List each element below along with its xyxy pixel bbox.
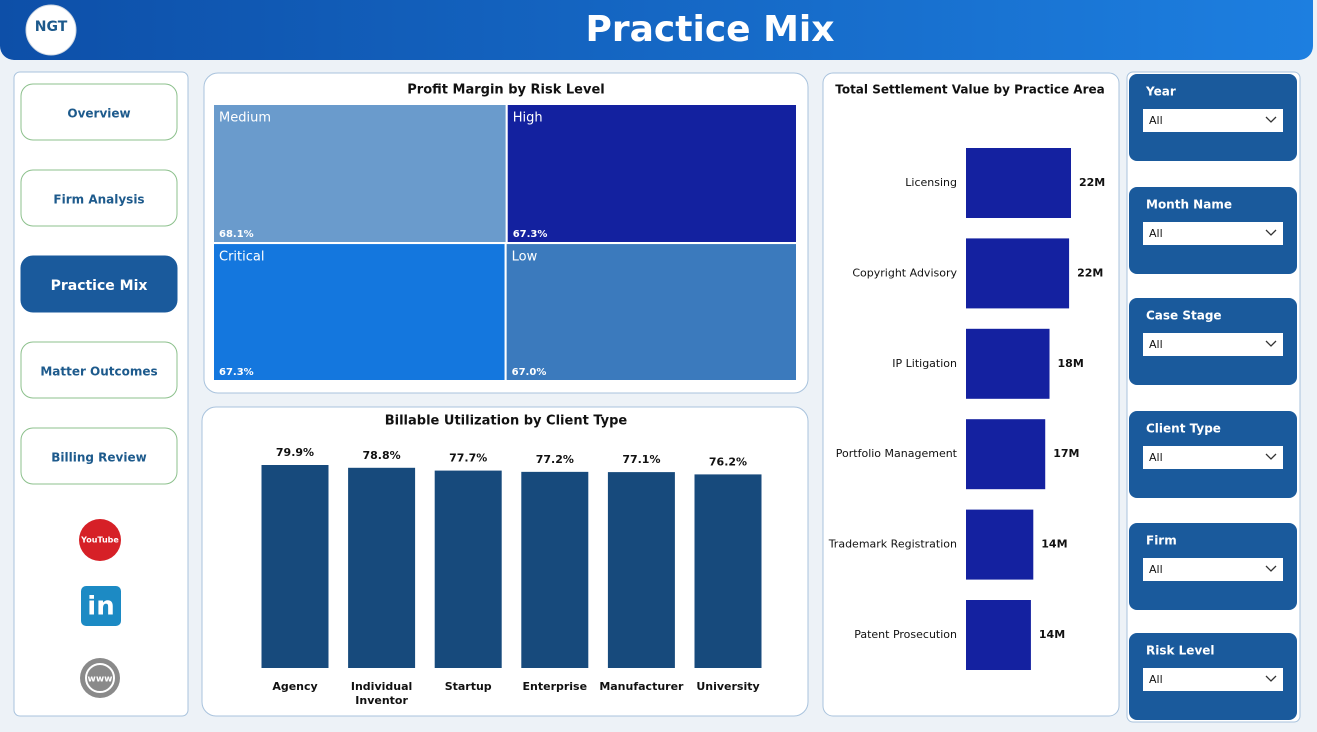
- cell-value: 67.3%: [219, 367, 254, 378]
- treemap-cell: [212, 103, 508, 245]
- bar: [348, 467, 416, 668]
- treemap-cell: [212, 242, 507, 382]
- filter-value[interactable]: All: [1149, 563, 1163, 576]
- nav-label[interactable]: Practice Mix: [51, 278, 148, 294]
- bar-value: 22M: [1079, 176, 1105, 189]
- nav-button[interactable]: [20, 83, 178, 141]
- filter-panel: [1126, 71, 1301, 723]
- filter-value[interactable]: All: [1149, 338, 1163, 351]
- filter-dropdown[interactable]: [1143, 333, 1283, 356]
- y-tick-label: Portfolio Management: [836, 447, 958, 460]
- header-bar: [0, 0, 1313, 60]
- bar: [434, 470, 502, 668]
- bar: [966, 328, 1050, 399]
- filter-value[interactable]: All: [1149, 451, 1163, 464]
- y-tick-label: Patent Prosecution: [854, 628, 957, 641]
- web-icon-inner[interactable]: [85, 663, 115, 693]
- nav-label[interactable]: Billing Review: [51, 451, 146, 465]
- nav-label[interactable]: Firm Analysis: [53, 193, 144, 207]
- linkedin-icon[interactable]: [81, 586, 121, 626]
- bar: [521, 471, 589, 668]
- dropdown-chevron[interactable]: [1265, 675, 1277, 682]
- filter-dropdown[interactable]: [1143, 222, 1283, 245]
- page-title: Practice Mix: [586, 9, 835, 50]
- bar: [966, 509, 1034, 580]
- filter-value[interactable]: All: [1149, 673, 1163, 686]
- bar-value: 76.2%: [709, 455, 747, 468]
- youtube-text[interactable]: YouTube: [80, 536, 119, 545]
- x-tick-label: Individual Inventor: [351, 680, 412, 707]
- filter-dropdown[interactable]: [1143, 109, 1283, 132]
- chart-title: Total Settlement Value by Practice Area: [835, 83, 1105, 97]
- logo-text: NGT: [35, 19, 68, 35]
- treemap-cell: [505, 103, 798, 245]
- y-tick-label: Trademark Registration: [828, 538, 957, 551]
- cell-value: 67.3%: [513, 229, 548, 240]
- filter-label: Case Stage: [1146, 309, 1222, 323]
- x-tick-label: Agency: [272, 680, 317, 693]
- dropdown-chevron[interactable]: [1265, 565, 1277, 572]
- treemap-cell: [504, 242, 798, 382]
- chart-title: Profit Margin by Risk Level: [407, 83, 604, 98]
- x-tick-label: Manufacturer: [599, 680, 684, 693]
- cell-value: 68.1%: [219, 229, 254, 240]
- nav-button[interactable]: [20, 255, 178, 313]
- bar: [966, 238, 1070, 309]
- web-text[interactable]: www: [88, 675, 113, 685]
- bar-value: 22M: [1077, 266, 1103, 279]
- bar: [966, 419, 1046, 490]
- bar-value: 17M: [1053, 447, 1079, 460]
- y-tick-label: Copyright Advisory: [852, 266, 957, 279]
- filter-label: Firm: [1146, 534, 1177, 548]
- nav-button[interactable]: [20, 341, 178, 399]
- x-tick-label: Enterprise: [523, 680, 588, 693]
- logo: [25, 4, 77, 56]
- cell-label: Medium: [219, 111, 271, 126]
- dropdown-chevron[interactable]: [1265, 116, 1277, 123]
- nav-button[interactable]: [20, 427, 178, 485]
- bar: [261, 465, 329, 668]
- bar-value: 77.1%: [622, 453, 660, 466]
- youtube-icon[interactable]: [79, 519, 121, 561]
- chart-title: Billable Utilization by Client Type: [385, 414, 628, 429]
- filter-dropdown[interactable]: [1143, 558, 1283, 581]
- y-tick-label: IP Litigation: [892, 357, 957, 370]
- bar-value: 79.9%: [276, 446, 314, 459]
- filter-label: Risk Level: [1146, 644, 1215, 658]
- filter-dropdown[interactable]: [1143, 446, 1283, 469]
- dropdown-chevron[interactable]: [1265, 340, 1277, 347]
- bar-value: 14M: [1041, 538, 1067, 551]
- bar-value: 14M: [1039, 628, 1065, 641]
- nav-label[interactable]: Overview: [67, 107, 130, 121]
- filter-value[interactable]: All: [1149, 227, 1163, 240]
- filter-label: Year: [1145, 85, 1176, 99]
- x-tick-label: Startup: [445, 680, 492, 693]
- filter-label: Month Name: [1146, 198, 1232, 212]
- cell-label: Critical: [219, 250, 264, 265]
- dropdown-chevron[interactable]: [1265, 229, 1277, 236]
- linkedin-text[interactable]: in: [87, 592, 114, 622]
- bar-value: 18M: [1058, 357, 1084, 370]
- bar: [607, 472, 675, 668]
- dropdown-chevron[interactable]: [1265, 453, 1277, 460]
- cell-label: High: [513, 111, 543, 126]
- bar: [694, 474, 762, 668]
- filter-dropdown[interactable]: [1143, 668, 1283, 691]
- x-tick-label: University: [696, 680, 759, 693]
- bar-value: 77.2%: [536, 453, 574, 466]
- bar-value: 77.7%: [449, 452, 487, 465]
- bar-value: 78.8%: [363, 449, 401, 462]
- filter-label: Client Type: [1146, 422, 1221, 436]
- cell-value: 67.0%: [512, 367, 547, 378]
- nav-label[interactable]: Matter Outcomes: [40, 365, 157, 379]
- filter-value[interactable]: All: [1149, 114, 1163, 127]
- nav-button[interactable]: [20, 169, 178, 227]
- cell-label: Low: [512, 250, 538, 265]
- y-tick-label: Licensing: [905, 176, 957, 189]
- bar: [966, 600, 1031, 670]
- bar: [966, 148, 1071, 218]
